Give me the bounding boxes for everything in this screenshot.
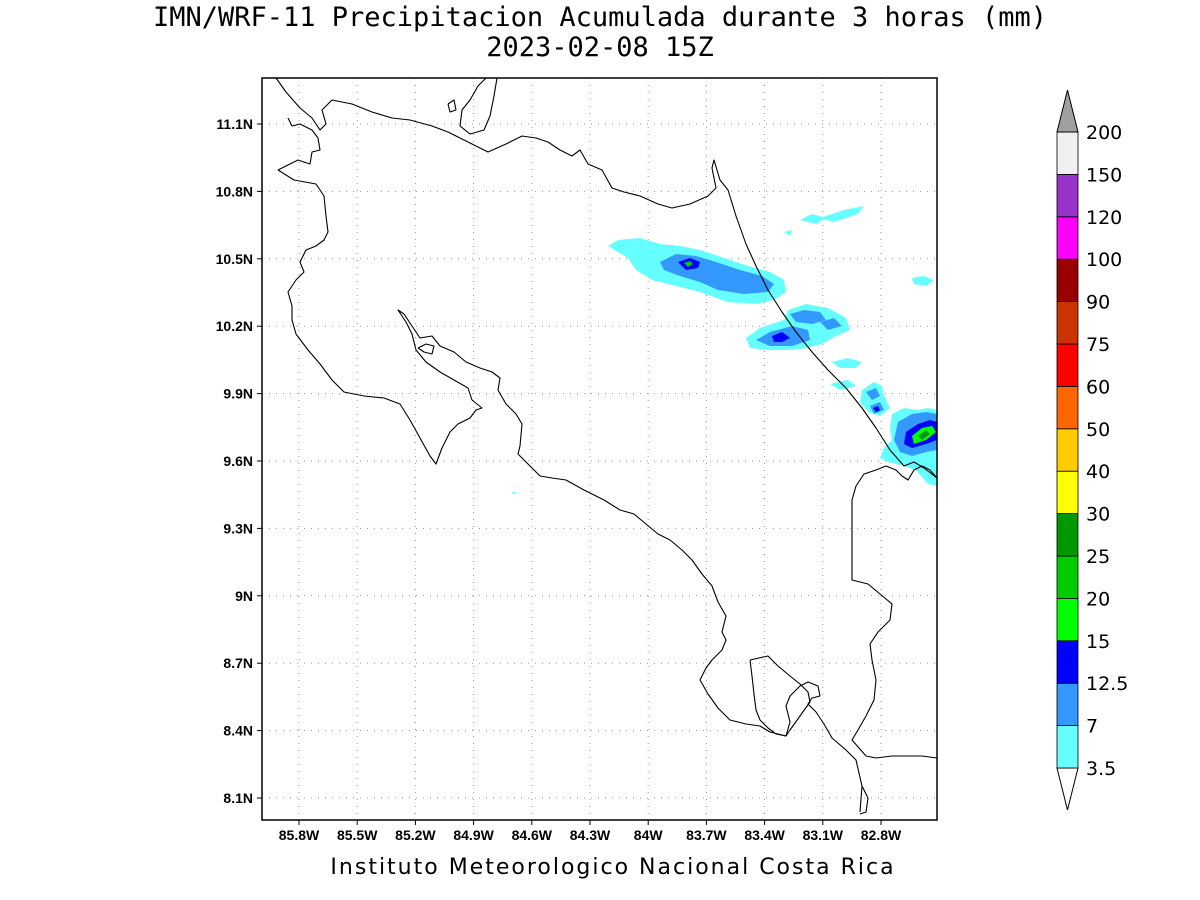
map-panel bbox=[261, 77, 938, 821]
colorbar-cell bbox=[1056, 258, 1079, 303]
colorbar-cell bbox=[1056, 173, 1079, 218]
colorbar-level-label: 30 bbox=[1086, 504, 1110, 526]
colorbar-level-label: 40 bbox=[1086, 461, 1110, 483]
colorbar-cell bbox=[1056, 216, 1079, 260]
lat-tick-label: 9.6N bbox=[223, 453, 253, 469]
colorbar-level-label: 3.5 bbox=[1086, 758, 1116, 780]
lon-tick-label: 85.8W bbox=[279, 827, 320, 843]
longitude-axis-labels: 85.8W 85.5W 85.2W 84.9W 84.6W 84.3W 84W 83.7W 83… bbox=[279, 820, 902, 843]
lat-tick-label: 8.4N bbox=[223, 723, 253, 739]
lat-tick-label: 8.1N bbox=[223, 790, 253, 806]
colorbar-cell bbox=[1056, 555, 1079, 599]
colorbar-level-label: 150 bbox=[1086, 164, 1122, 186]
colorbar-level-label: 50 bbox=[1086, 419, 1110, 441]
colorbar-min-arrow bbox=[1056, 767, 1079, 811]
rain-band-central bbox=[746, 304, 862, 390]
map-valid-time: 2023-02-08 15Z bbox=[486, 32, 714, 63]
colorbar-cell bbox=[1056, 428, 1079, 472]
colorbar-level-label: 120 bbox=[1086, 207, 1122, 229]
lon-tick-label: 84.3W bbox=[570, 827, 611, 843]
colorbar-level-label: 60 bbox=[1086, 376, 1110, 398]
lon-tick-label: 84.6W bbox=[512, 827, 553, 843]
colorbar-cell bbox=[1056, 598, 1079, 642]
lon-tick-label: 85.5W bbox=[337, 827, 378, 843]
colorbar-level-label: 20 bbox=[1086, 588, 1110, 610]
lat-tick-label: 9.9N bbox=[223, 386, 253, 402]
map-title: IMN/WRF-11 Precipitacion Acumulada duran… bbox=[152, 2, 1048, 33]
colorbar-level-label: 90 bbox=[1086, 292, 1110, 314]
colorbar-cell bbox=[1056, 385, 1079, 430]
colorbar-cell bbox=[1056, 301, 1079, 345]
colorbar-max-arrow bbox=[1056, 89, 1079, 133]
colorbar-cell bbox=[1056, 131, 1079, 175]
lon-tick-label: 84W bbox=[634, 827, 664, 843]
colorbar-cell bbox=[1056, 513, 1079, 557]
lon-tick-label: 85.2W bbox=[395, 827, 436, 843]
lon-tick-label: 83.1W bbox=[803, 827, 844, 843]
colorbar-cell bbox=[1056, 470, 1079, 515]
grid-lines bbox=[262, 78, 937, 820]
institution-credit: Instituto Meteorologico Nacional Costa R… bbox=[330, 855, 896, 880]
lon-tick-label: 84.9W bbox=[453, 827, 494, 843]
latitude-axis-labels: 11.1N 10.8N 10.5N 10.2N 9.9N 9.6N 9.3N 9N 8.7N 8.… bbox=[216, 116, 262, 806]
lon-tick-label: 83.7W bbox=[686, 827, 727, 843]
colorbar-level-label: 7 bbox=[1086, 716, 1098, 738]
lat-tick-label: 10.2N bbox=[216, 318, 253, 334]
colorbar-level-label: 75 bbox=[1086, 334, 1110, 356]
lat-tick-label: 10.8N bbox=[216, 183, 253, 199]
colorbar-cell bbox=[1056, 343, 1079, 387]
lon-tick-label: 83.4W bbox=[744, 827, 785, 843]
colorbar-cell bbox=[1056, 640, 1079, 684]
rain-band-north bbox=[608, 206, 934, 304]
lat-tick-label: 9N bbox=[235, 588, 253, 604]
colorbar-level-label: 200 bbox=[1086, 122, 1122, 144]
lon-tick-label: 82.8W bbox=[861, 827, 902, 843]
colorbar-cell bbox=[1056, 725, 1079, 769]
lat-tick-label: 8.7N bbox=[223, 655, 253, 671]
lat-tick-label: 9.3N bbox=[223, 520, 253, 536]
colorbar-cell bbox=[1056, 682, 1079, 727]
colorbar-level-label: 25 bbox=[1086, 546, 1110, 568]
coastline bbox=[275, 77, 938, 815]
colorbar-level-label: 100 bbox=[1086, 249, 1122, 271]
colorbar-level-label: 12.5 bbox=[1086, 673, 1128, 695]
colorbar: 3.5 7 12.5 15 20 25 30 40 50 60 75 90 100 120 150 200 bbox=[1056, 89, 1128, 811]
colorbar-level-label: 15 bbox=[1086, 631, 1110, 653]
lat-tick-label: 10.5N bbox=[216, 251, 253, 267]
lat-tick-label: 11.1N bbox=[216, 116, 253, 132]
